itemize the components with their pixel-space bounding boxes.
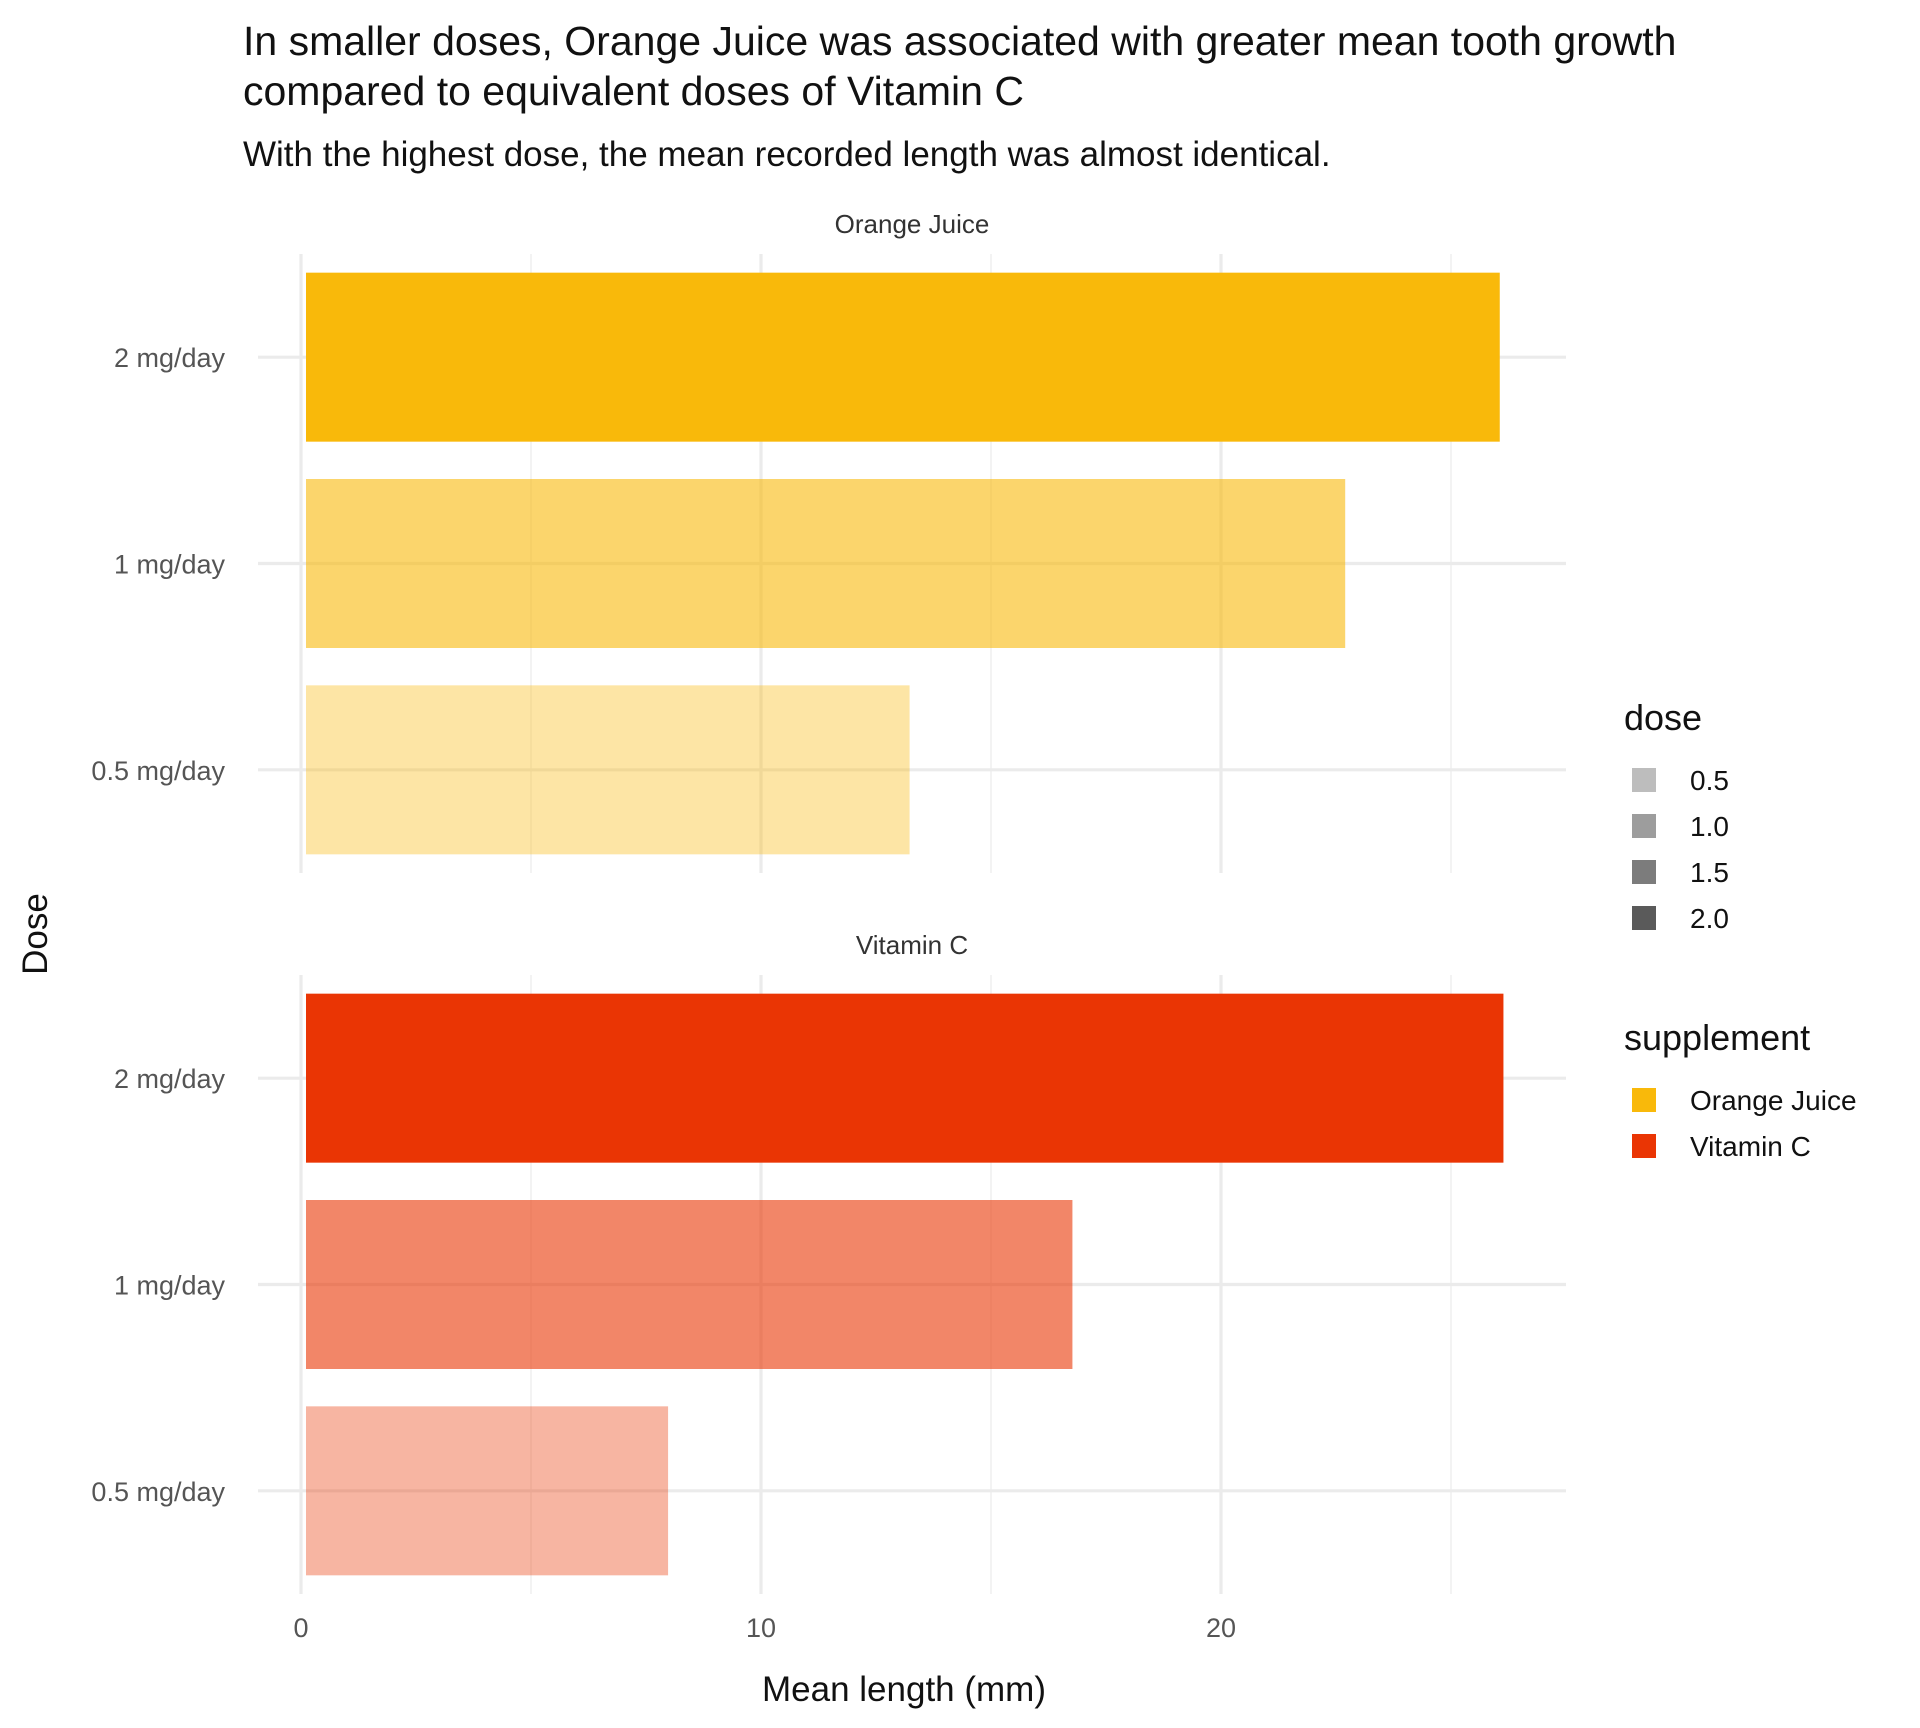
legend-label: Orange Juice [1690, 1085, 1857, 1116]
x-tick-label: 10 [746, 1613, 776, 1643]
x-axis-title: Mean length (mm) [762, 1670, 1046, 1709]
facet-panel: Vitamin C 2 mg/day 1 mg/day 0.5 mg/day [91, 930, 1566, 1594]
x-tick-label: 0 [293, 1613, 308, 1643]
bar [306, 1406, 669, 1576]
bar [306, 685, 910, 855]
legend-title: supplement [1624, 1017, 1810, 1058]
chart-title: In smaller doses, Orange Juice was assoc… [243, 18, 1676, 114]
legend-title: dose [1624, 697, 1702, 738]
y-tick-label: 0.5 mg/day [91, 1477, 225, 1507]
y-tick-label: 2 mg/day [114, 1064, 226, 1094]
legend-swatch [1632, 1088, 1656, 1112]
chart-title-line-2: compared to equivalent doses of Vitamin … [243, 68, 1024, 114]
chart-title-line-1: In smaller doses, Orange Juice was assoc… [243, 18, 1676, 64]
legend-label: 0.5 [1690, 765, 1729, 796]
bar [306, 272, 1500, 442]
bar [306, 479, 1346, 648]
legend-swatch [1632, 860, 1656, 884]
facet-strip-label: Vitamin C [856, 930, 968, 960]
y-tick-label: 0.5 mg/day [91, 756, 225, 786]
x-axis: 0 10 20 [293, 1613, 1236, 1643]
legend: dose 0.5 1.0 1.5 2.0 supplement Orange Juice Vi… [1624, 697, 1857, 1162]
legend-label: 2.0 [1690, 903, 1729, 934]
legend-swatch [1632, 814, 1656, 838]
legend-label: 1.5 [1690, 857, 1729, 888]
bar [306, 1200, 1073, 1369]
y-tick-label: 2 mg/day [114, 343, 226, 373]
facet-strip-label: Orange Juice [835, 209, 990, 239]
legend-swatch [1632, 768, 1656, 792]
y-axis-title: Dose [16, 893, 55, 975]
legend-label: Vitamin C [1690, 1131, 1811, 1162]
facet-panel: Orange Juice 2 mg/day 1 mg/day 0.5 mg/day [91, 209, 1566, 873]
legend-swatch [1632, 1134, 1656, 1158]
y-tick-label: 1 mg/day [114, 550, 226, 580]
bar [306, 993, 1504, 1163]
legend-label: 1.0 [1690, 811, 1729, 842]
y-tick-label: 1 mg/day [114, 1271, 226, 1301]
legend-swatch [1632, 906, 1656, 930]
legend-group: dose 0.5 1.0 1.5 2.0 [1624, 697, 1729, 934]
x-tick-label: 20 [1206, 1613, 1236, 1643]
legend-group: supplement Orange Juice Vitamin C [1624, 1017, 1857, 1162]
chart-subtitle: With the highest dose, the mean recorded… [243, 135, 1331, 174]
